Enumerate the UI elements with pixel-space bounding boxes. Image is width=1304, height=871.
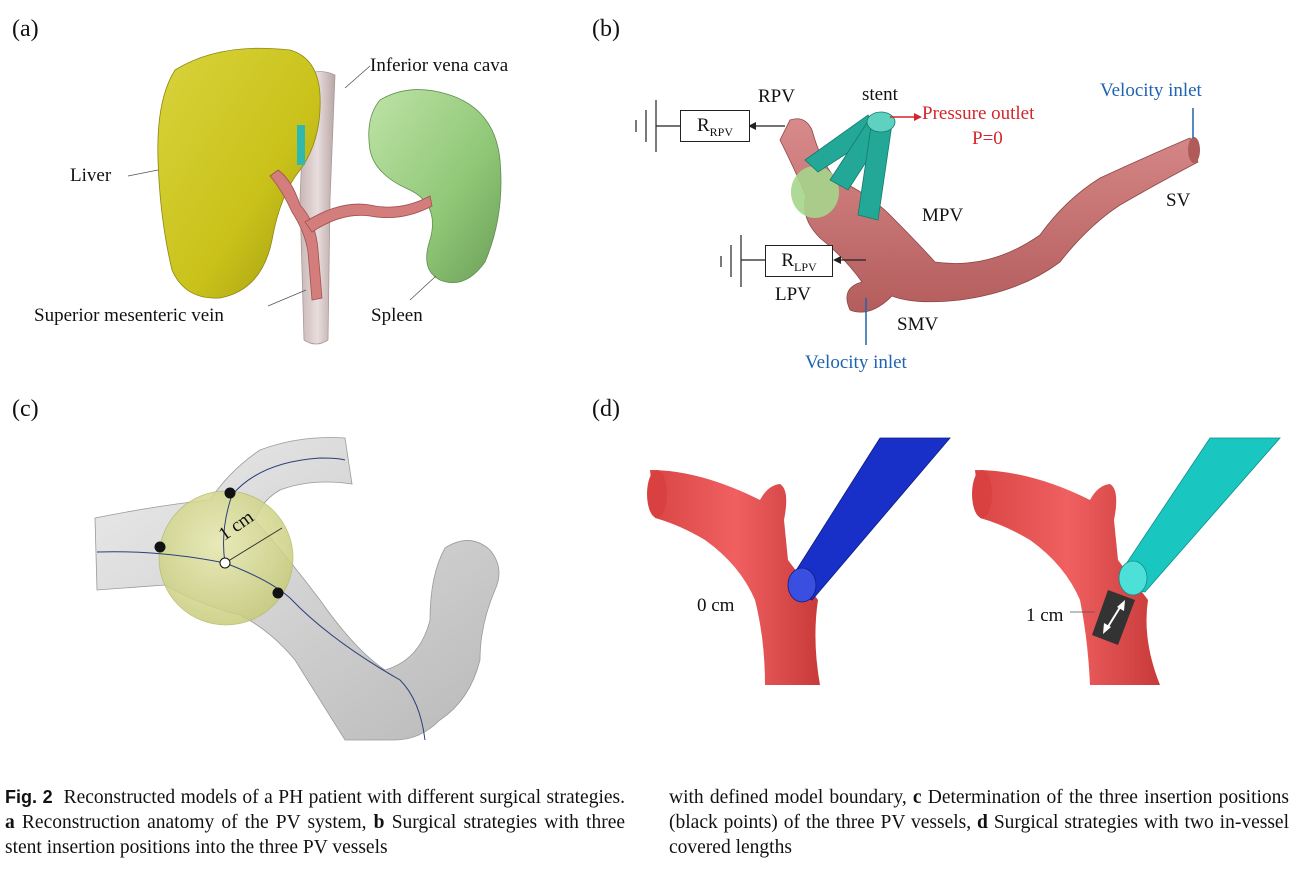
splenic-vein-a xyxy=(304,195,433,233)
stent-b xyxy=(804,111,896,221)
label-rpv: RPV xyxy=(758,86,795,107)
caption-text-b2: with defined model boundary, xyxy=(669,787,907,808)
caption-key-d: d xyxy=(977,812,988,833)
resistor-rpv-subscript: RPV xyxy=(709,124,734,139)
resistor-lpv-subscript: LPV xyxy=(794,259,817,274)
green-sphere-b xyxy=(791,166,839,218)
label-length-left: 0 cm xyxy=(697,595,735,616)
label-lpv: LPV xyxy=(775,284,811,305)
label-pressure-outlet: Pressure outlet xyxy=(922,103,1035,124)
teal-marker xyxy=(297,125,305,165)
label-velocity-inlet-sv: Velocity inlet xyxy=(1100,80,1202,101)
resistor-lpv-symbol: R xyxy=(781,250,794,271)
caption-text-c: Determination of the three insertion pos… xyxy=(669,787,1290,833)
resistor-lpv: RLPV xyxy=(765,245,833,277)
label-spleen: Spleen xyxy=(371,305,423,326)
label-smv-a: Superior mesenteric vein xyxy=(34,305,224,326)
panel-a-anatomy xyxy=(127,47,502,345)
caption-left: Fig. 2 Reconstructed models of a PH pati… xyxy=(5,785,625,860)
red-vessel-left xyxy=(650,470,820,685)
caption-key-a: a xyxy=(5,812,15,833)
insertion-point-top xyxy=(224,487,236,499)
figure-artwork xyxy=(94,47,1281,741)
caption-text-b1: Surgical strategies with three stent ins… xyxy=(5,812,626,858)
spleen-shape xyxy=(368,89,502,284)
label-length-right: 1 cm xyxy=(1026,605,1064,626)
label-stent: stent xyxy=(862,84,898,105)
panel-letter-c: (c) xyxy=(12,396,39,422)
label-velocity-inlet-smv: Velocity inlet xyxy=(805,352,907,373)
label-pressure-value: P=0 xyxy=(972,128,1003,149)
resistor-rpv-symbol: R xyxy=(696,115,710,136)
resistor-rpv: RRPV xyxy=(680,110,750,142)
insertion-point-left xyxy=(154,541,166,553)
panel-b-model xyxy=(635,100,1200,345)
caption-fig-label: Fig. 2 xyxy=(5,787,53,807)
caption-part1: Reconstructed models of a PH patient wit… xyxy=(63,787,625,808)
portal-vein-a xyxy=(269,169,323,301)
panel-letter-b: (b) xyxy=(592,16,620,42)
panel-letter-a: (a) xyxy=(12,16,39,42)
vessel-end-sv xyxy=(1188,137,1200,163)
caption-key-c: c xyxy=(912,787,922,808)
liver-shape xyxy=(157,47,321,299)
label-mpv: MPV xyxy=(922,205,964,226)
caption-text-d: Surgical strategies with two in-vessel c… xyxy=(669,812,1289,858)
label-liver: Liver xyxy=(70,165,112,186)
label-ivc: Inferior vena cava xyxy=(370,55,509,76)
gray-vessel-c xyxy=(94,437,500,741)
panel-c-model xyxy=(94,437,500,741)
caption-text-a: Reconstruction anatomy of the PV system, xyxy=(21,812,367,833)
pv-vessel-b xyxy=(779,118,1199,313)
caption-right: with defined model boundary, c Determina… xyxy=(669,785,1289,860)
insertion-point-right xyxy=(272,587,284,599)
label-smv-b: SMV xyxy=(897,314,939,335)
center-point xyxy=(219,557,231,569)
panel-d-left xyxy=(647,437,951,685)
panel-letter-d: (d) xyxy=(592,396,620,422)
label-sv: SV xyxy=(1166,190,1191,211)
panel-d-right xyxy=(972,437,1281,685)
caption-key-b: b xyxy=(373,812,385,833)
